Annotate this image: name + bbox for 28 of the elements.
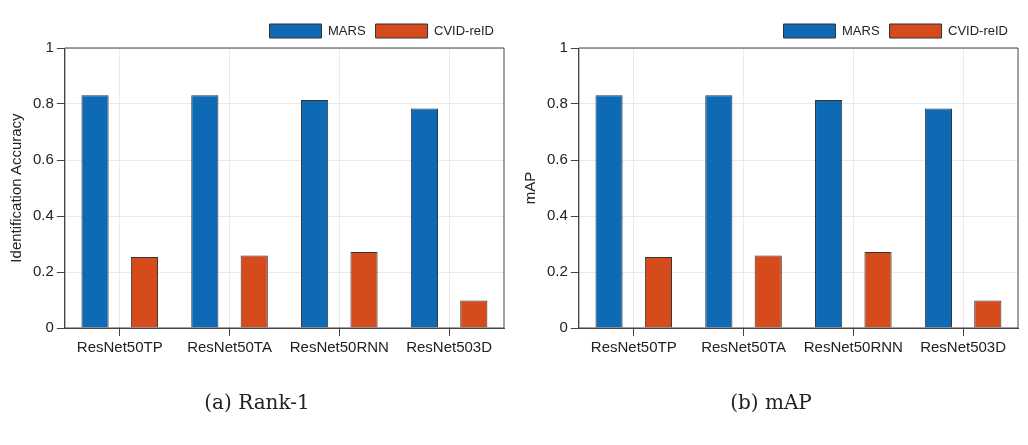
x-tick-label: ResNet503D [920,338,1007,356]
x-tick-label: ResNet50RNN [289,338,389,356]
y-tick-label: 0.6 [546,150,568,168]
x-tick-label: ResNet50RNN [803,338,903,356]
legend-label: CVID-reID [948,22,1009,38]
y-tick-label: 0.8 [546,94,568,112]
y-axis-title: mAP [521,171,539,205]
y-axis-title: Identification Accuracy [7,112,25,263]
x-tick-label: ResNet50TP [76,338,163,356]
x-tick-label: ResNet50TA [701,338,786,356]
x-tick-label: ResNet50TA [187,338,272,356]
y-tick-label: 1 [559,38,568,56]
y-tick-label: 0.8 [32,94,54,112]
y-tick-label: 0.4 [546,206,568,224]
y-tick-label: 0 [45,318,54,336]
y-tick-label: 0 [559,318,568,336]
y-tick-label: 1 [45,38,54,56]
y-tick-label: 0.4 [32,206,54,224]
text: (a) Rank-1 [204,390,310,414]
x-tick-label: ResNet50TP [590,338,677,356]
y-tick-label: 0.2 [546,262,568,280]
legend-label: MARS [327,22,366,38]
legend-label: CVID-reID [434,22,495,38]
legend-label: MARS [841,22,880,38]
y-tick-label: 0.6 [32,150,54,168]
x-tick-label: ResNet503D [406,338,493,356]
text: (b) mAP [730,390,812,414]
y-tick-label: 0.2 [32,262,54,280]
